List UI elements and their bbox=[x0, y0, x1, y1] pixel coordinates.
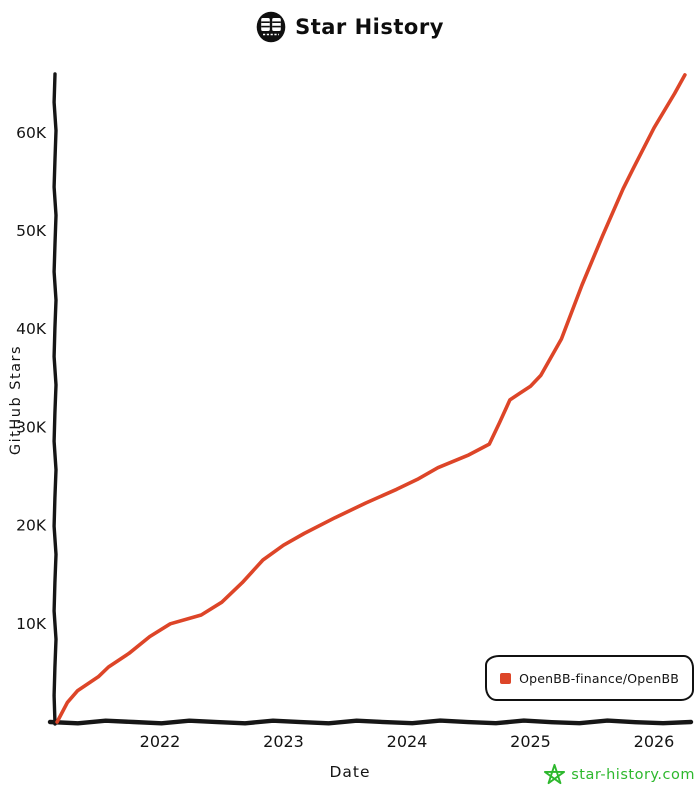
watermark-text: star-history.com bbox=[571, 766, 695, 783]
series-lines bbox=[55, 73, 687, 724]
y-tick-label-40K: 40K bbox=[16, 320, 47, 338]
y-tick-label-60K: 60K bbox=[16, 124, 47, 142]
legend-marker bbox=[500, 672, 512, 684]
x-axis-ticks: 2022 2023 2024 2025 2026 bbox=[140, 732, 675, 751]
x-tick-label-2023: 2023 bbox=[263, 732, 304, 751]
series-line-OpenBB-finance/OpenBB[interactable] bbox=[55, 73, 687, 724]
x-axis-line bbox=[47, 718, 694, 726]
page-title: Star History bbox=[295, 15, 444, 39]
watermark-link[interactable]: star-history.com bbox=[543, 762, 695, 787]
legend[interactable]: OpenBB-finance/OpenBB bbox=[485, 655, 694, 701]
x-tick-label-2026: 2026 bbox=[634, 732, 675, 751]
y-axis-line bbox=[52, 72, 58, 726]
y-tick-label-10K: 10K bbox=[16, 615, 47, 633]
y-axis-title: GitHub Stars bbox=[8, 344, 24, 456]
green-star-icon bbox=[543, 762, 566, 787]
y-tick-label-20K: 20K bbox=[16, 517, 47, 535]
legend-label: OpenBB-finance/OpenBB bbox=[519, 670, 679, 686]
x-axis-title: Date bbox=[329, 763, 371, 781]
x-tick-label-2024: 2024 bbox=[387, 732, 428, 751]
x-tick-label-2022: 2022 bbox=[140, 732, 181, 751]
y-tick-label-30K: 30K bbox=[16, 418, 47, 436]
page-header: Star History bbox=[0, 8, 700, 46]
y-axis-ticks: 10K 20K 30K 40K 50K 60K bbox=[16, 124, 47, 633]
star-history-logo-icon bbox=[256, 11, 286, 43]
y-tick-label-50K: 50K bbox=[16, 222, 47, 240]
x-tick-label-2025: 2025 bbox=[510, 732, 551, 751]
